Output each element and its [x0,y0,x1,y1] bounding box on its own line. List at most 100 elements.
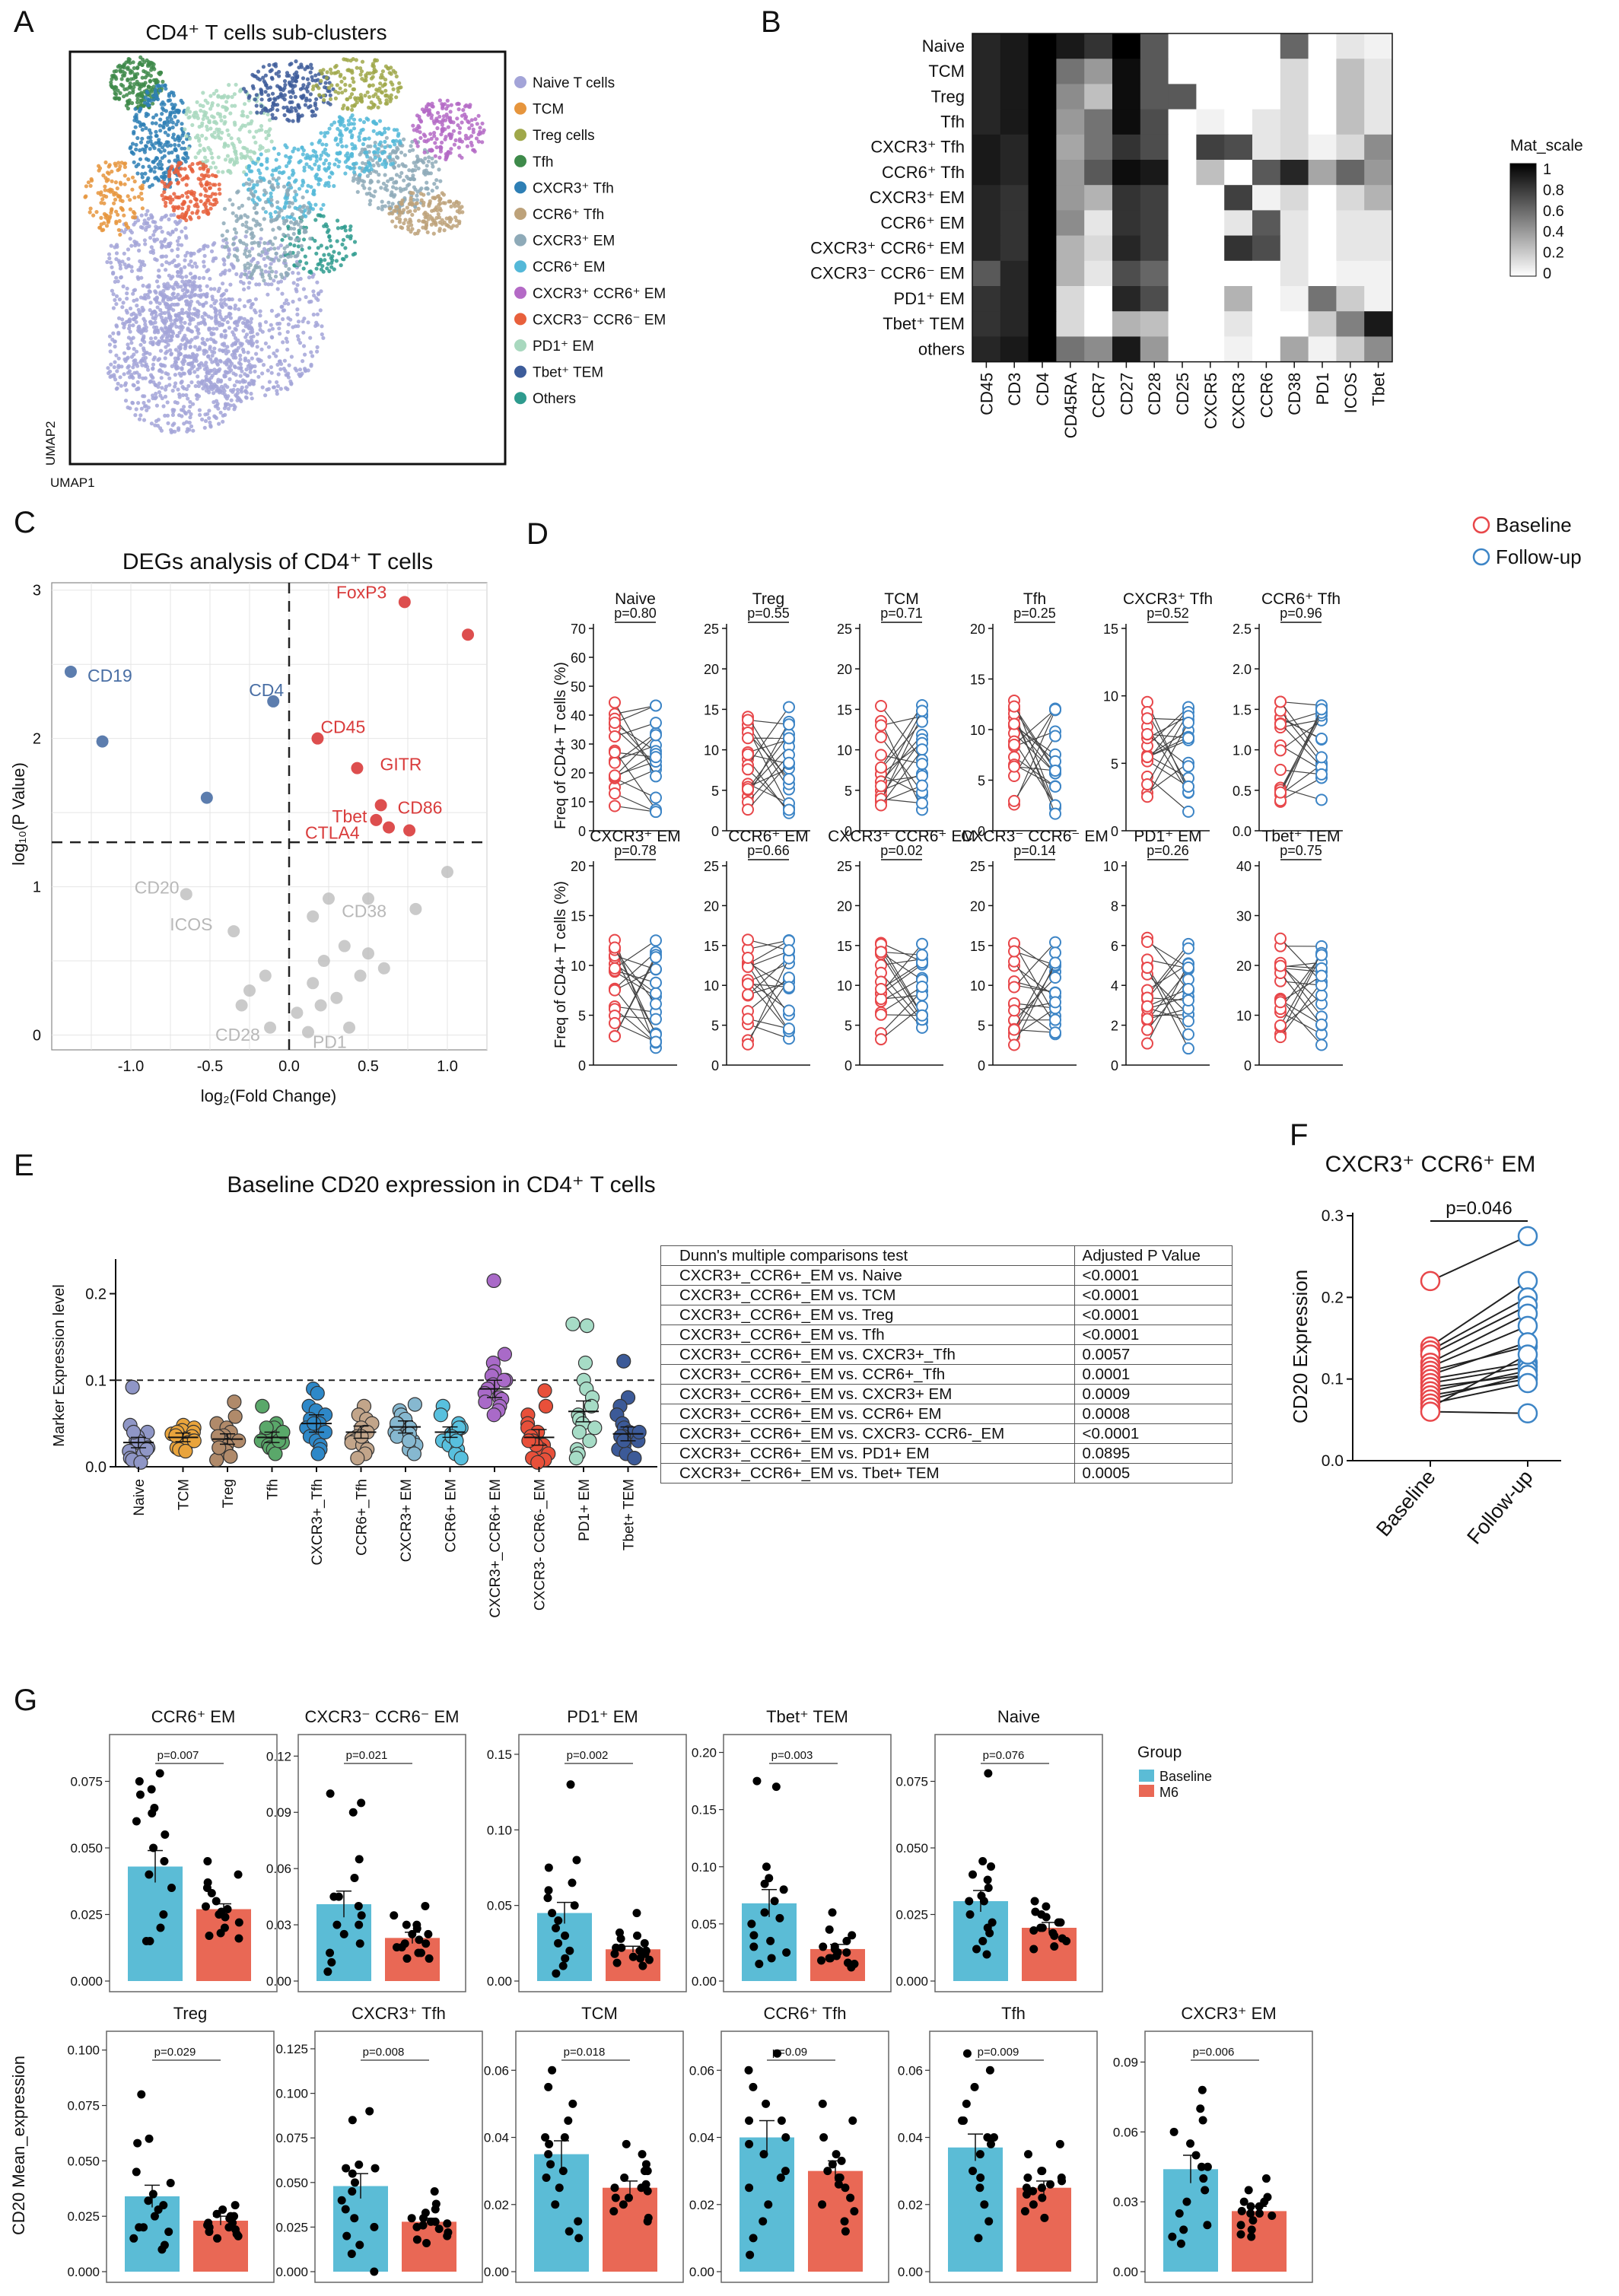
umap-point [284,336,288,341]
umap-point [183,346,187,351]
umap-point [189,251,193,256]
volcano-point-label: CD19 [87,666,132,685]
umap-point [229,136,234,141]
umap-point [383,82,387,87]
volcano-point-label: CTLA4 [305,823,360,843]
umap-point [340,144,345,148]
heatmap-cell [1336,134,1365,161]
d-baseline-point [1274,763,1287,776]
volcano-point-label: CD4 [249,680,284,700]
umap-point [187,311,192,316]
heatmap-cell [1196,311,1225,337]
umap-point [263,200,269,205]
umap-point [186,327,190,332]
umap-point [319,243,323,248]
umap-point [184,393,189,398]
umap-point [138,107,142,112]
umap-point [402,137,406,142]
umap-point [121,301,126,305]
d-pair-line [614,940,657,969]
d-followup-point [650,770,662,783]
umap-point [308,70,313,75]
umap-point [180,206,185,211]
heatmap-cell [1196,134,1225,161]
umap-point [310,207,315,211]
umap-point [237,380,242,384]
umap-point [99,190,103,195]
umap-point [433,141,437,145]
umap-point [467,104,472,110]
umap-point [263,263,268,268]
umap-point [348,129,353,133]
heatmap-col-label: CCR6 [1257,373,1276,418]
d-ytick-label: 15 [1103,622,1118,637]
umap-point [231,332,237,337]
umap-point [202,367,207,371]
umap-point [290,88,294,93]
d-followup-point [1315,768,1328,781]
heatmap-cell [1140,160,1169,186]
d-baseline-point [1008,717,1020,730]
d-pair-line [1013,741,1056,806]
umap-point [189,424,194,429]
d-pair-line [614,734,657,777]
umap-point [253,308,257,313]
heatmap-cell [1112,109,1141,135]
umap-point [329,122,334,127]
umap-point [302,316,307,321]
heatmap-cell [1084,33,1113,59]
umap-point [271,227,275,232]
umap-point [192,261,197,266]
umap-point [259,268,264,272]
umap-point [356,180,361,185]
heatmap-cell [1084,109,1113,135]
umap-point [149,167,154,172]
umap-point [478,129,482,134]
umap-point [247,122,251,126]
umap-point [391,148,396,154]
umap-point [421,192,426,197]
umap-point [266,93,271,97]
umap-point [118,164,122,169]
umap-point [394,186,399,191]
umap-point [109,243,113,248]
umap-point [463,116,468,121]
umap-point [192,345,197,349]
umap-point [304,294,308,300]
umap-point [151,115,156,119]
umap-point [177,371,182,376]
umap-point [154,313,158,318]
umap-point [243,146,247,151]
umap-point [193,155,198,160]
umap-point [315,312,320,316]
umap-point [227,248,231,253]
umap-legend-label: Tbet⁺ TEM [533,365,603,381]
umap-point [253,140,258,145]
umap-point [243,234,248,239]
umap-point [222,94,227,98]
umap-point [190,281,195,287]
umap-point [130,401,135,405]
umap-point [335,83,339,87]
umap-point [271,176,275,181]
umap-point [259,152,263,157]
umap-point [267,97,272,102]
umap-point [405,205,409,210]
umap-point [343,171,348,176]
umap-point [314,154,319,160]
umap-point [132,84,136,90]
umap-point [290,76,294,81]
umap-point [180,367,184,371]
colorbar-tick-label: 0.8 [1543,182,1564,199]
umap-point [443,127,447,132]
volcano-point [200,791,213,804]
umap-point [252,150,256,154]
umap-point [152,239,157,243]
umap-point [321,94,326,98]
d-pair-line [880,754,923,765]
d-ytick-label: 0 [711,1058,719,1073]
umap-point [184,274,189,279]
umap-point [205,194,210,199]
umap-point [273,236,278,240]
umap-point [181,140,186,145]
